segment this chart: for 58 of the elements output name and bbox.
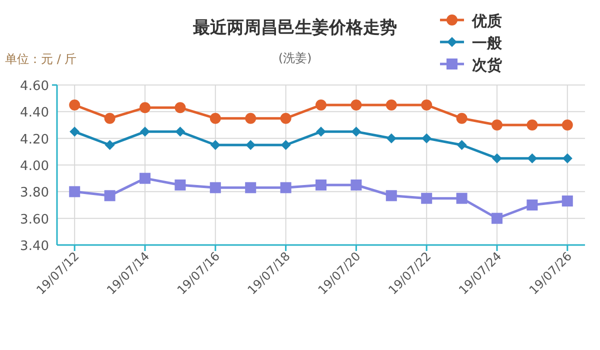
chart-subtitle: (洗姜) — [278, 51, 312, 65]
point — [526, 200, 538, 210]
point — [562, 196, 573, 206]
point — [386, 190, 397, 202]
y-tick-label: 3.80 — [20, 186, 49, 201]
legend-label: 次货 — [472, 56, 503, 74]
legend-label: 一般 — [472, 34, 503, 52]
point — [210, 112, 221, 124]
legend-label: 优质 — [471, 12, 502, 30]
point — [351, 126, 362, 137]
y-tick-label: 3.60 — [20, 212, 49, 228]
point — [316, 180, 326, 190]
point — [280, 140, 291, 150]
point — [245, 112, 256, 124]
y-tick-label: 4.60 — [20, 79, 49, 94]
point — [456, 192, 468, 204]
point — [422, 133, 432, 144]
point — [421, 192, 432, 204]
point — [386, 100, 397, 110]
point — [210, 182, 221, 194]
point — [421, 100, 432, 110]
point — [69, 186, 80, 198]
point — [386, 133, 396, 144]
point — [527, 153, 538, 164]
point — [140, 126, 150, 137]
point — [350, 100, 362, 110]
point — [316, 126, 326, 137]
point — [492, 120, 502, 130]
point — [104, 190, 116, 202]
point — [526, 120, 538, 130]
point — [69, 100, 80, 110]
point — [280, 182, 292, 194]
point — [562, 153, 572, 164]
point — [70, 126, 80, 137]
point — [350, 180, 362, 190]
y-tick-label: 4.20 — [20, 132, 49, 148]
point — [175, 126, 186, 137]
point — [456, 112, 468, 124]
chart-title: 最近两周昌邑生姜价格走势 — [192, 17, 397, 38]
point — [492, 153, 502, 164]
y-tick-label: 4.00 — [20, 159, 49, 174]
point — [140, 172, 150, 184]
y-tick-label: 4.40 — [20, 106, 49, 121]
point — [280, 112, 292, 124]
point — [174, 102, 186, 114]
point — [104, 140, 115, 150]
point — [316, 100, 326, 110]
y-axis-title: 单位：元 / 斤 — [5, 52, 77, 66]
point — [245, 182, 256, 194]
point — [492, 212, 502, 224]
point — [562, 120, 573, 130]
point — [456, 140, 467, 150]
point — [210, 140, 220, 150]
point — [140, 102, 150, 114]
point — [104, 112, 116, 124]
point — [246, 140, 256, 150]
point — [174, 180, 186, 190]
y-tick-label: 3.40 — [20, 239, 49, 254]
